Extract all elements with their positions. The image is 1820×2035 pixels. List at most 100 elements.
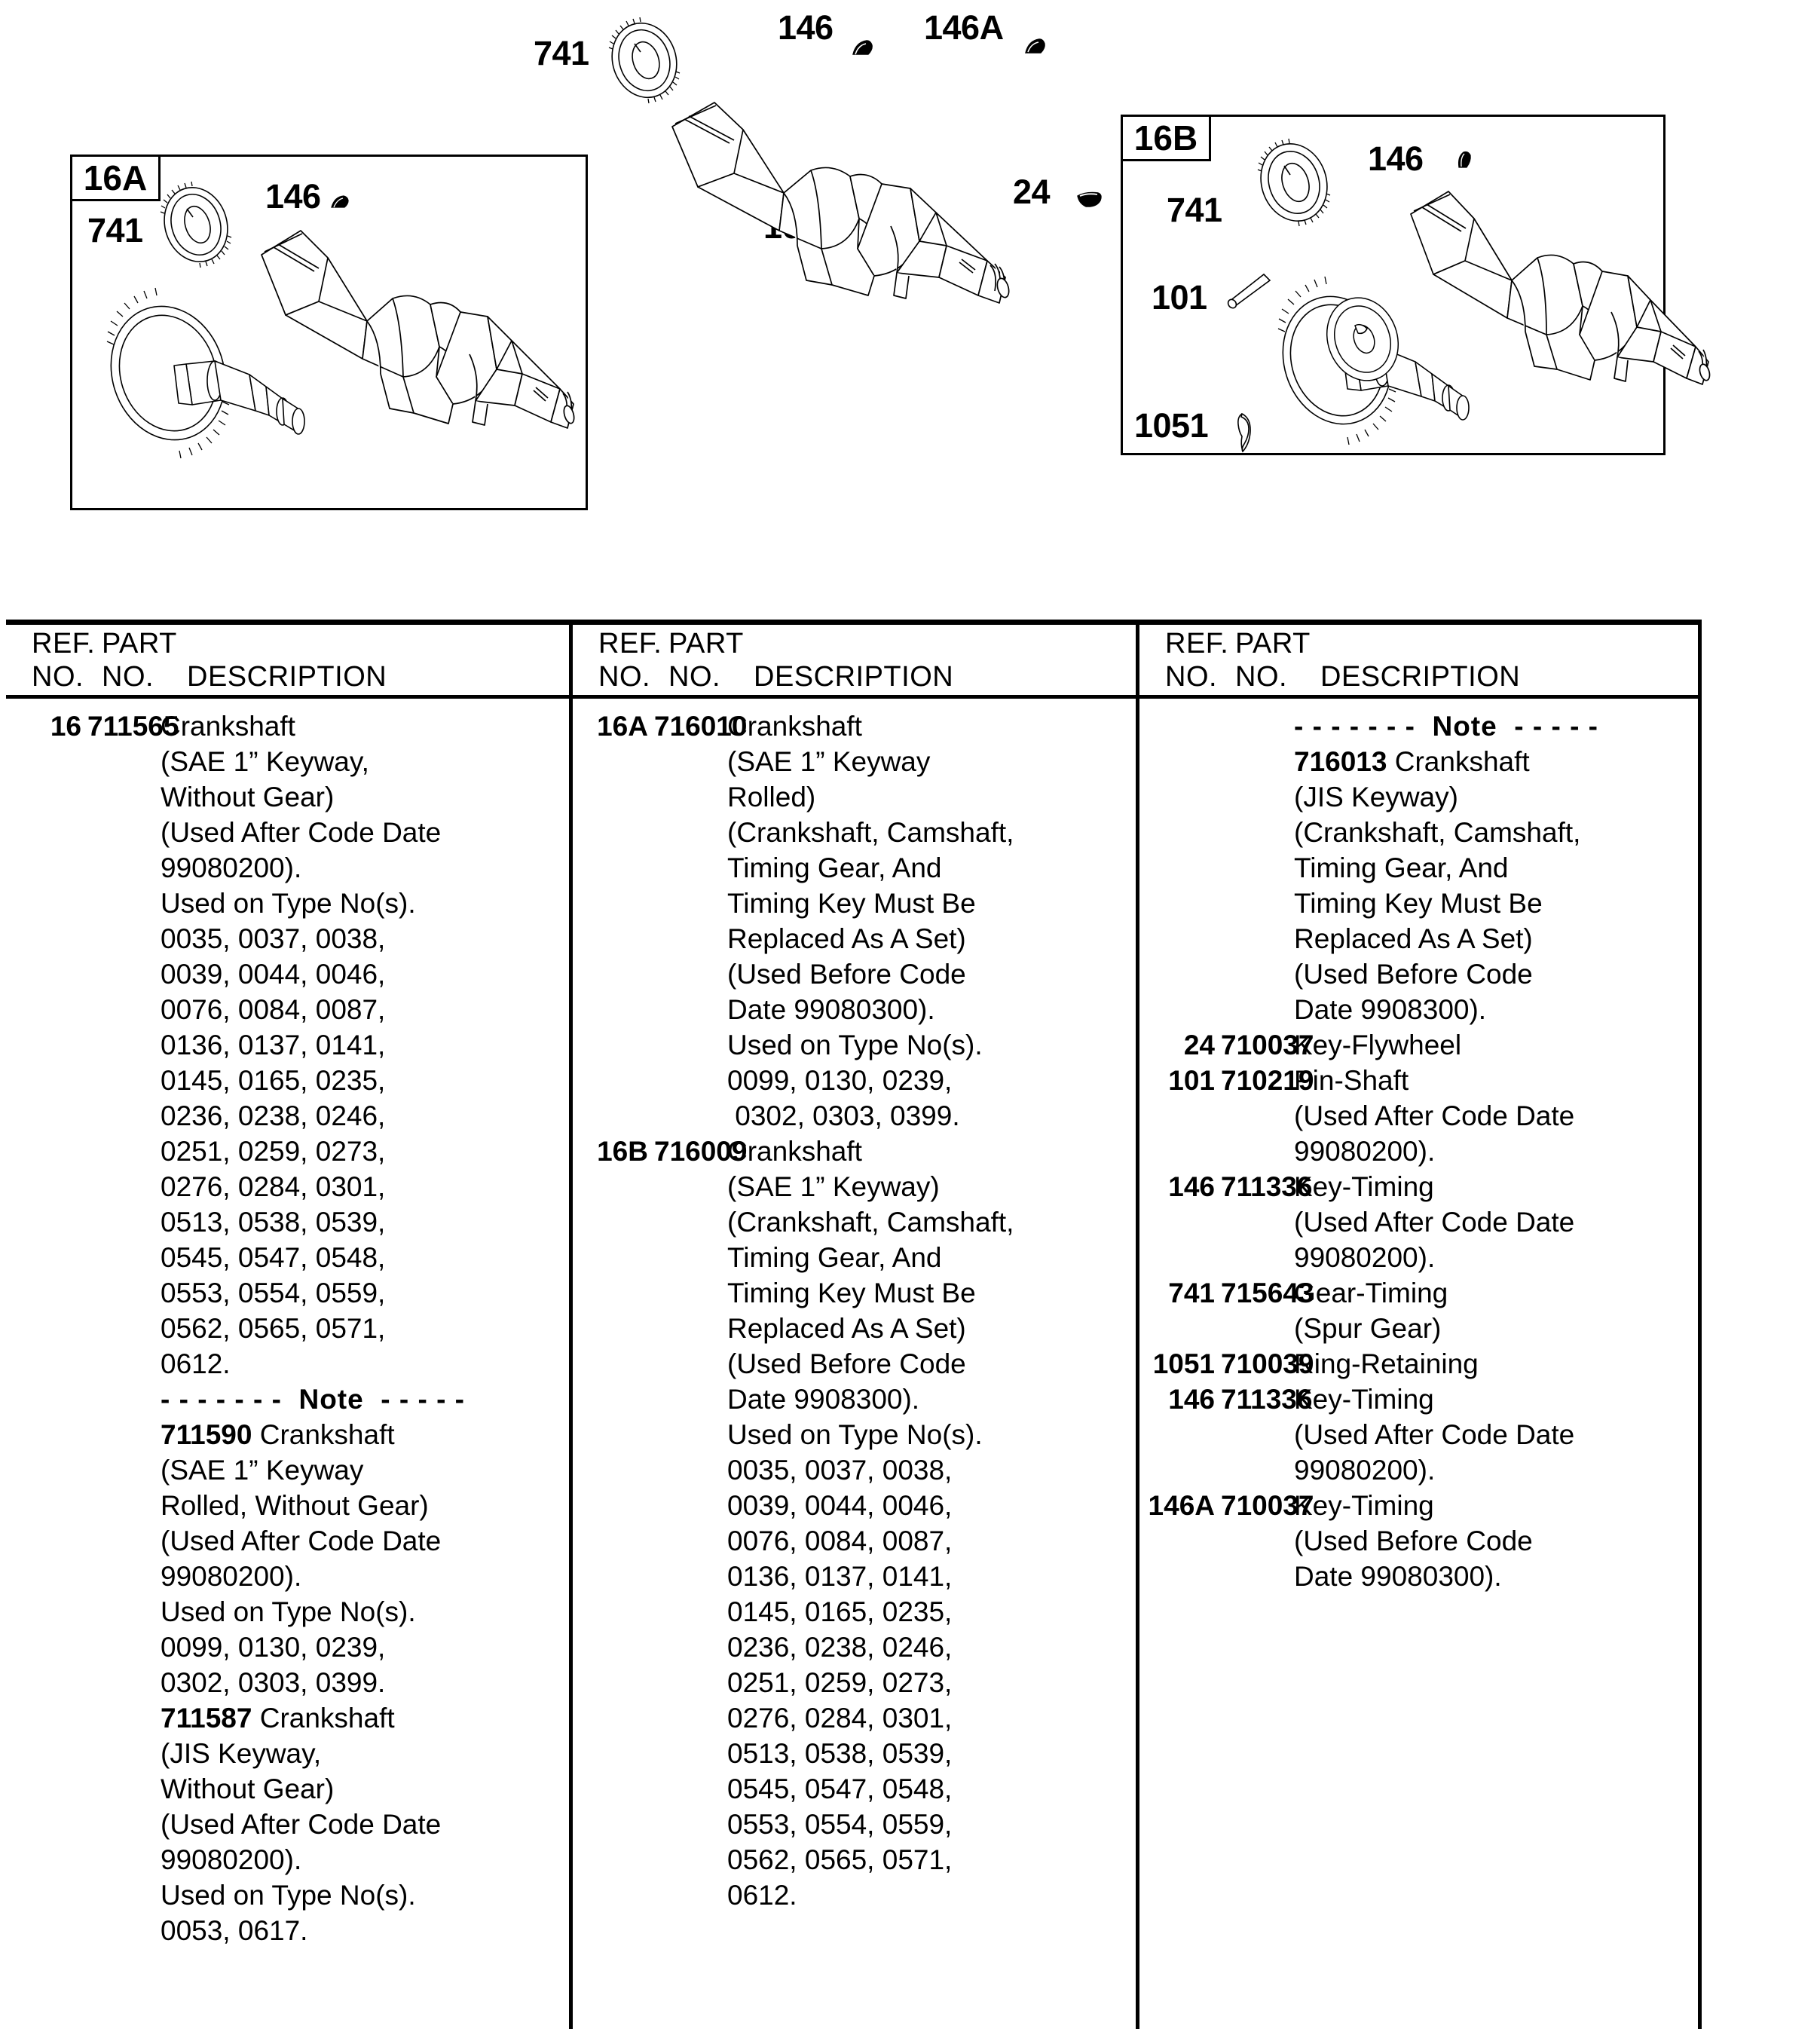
header-ref-no: REF. NO. bbox=[598, 628, 662, 693]
description-line: (Used After Code Date bbox=[1294, 1419, 1575, 1450]
header-part-no: PART NO. bbox=[668, 628, 744, 693]
parts-table: REF. NO. PART NO. DESCRIPTION 16 711565 Cr… bbox=[6, 620, 1702, 2029]
row-description: - - - - - - - Note - - - - - 711590 Crank… bbox=[161, 1382, 569, 1948]
callout-1051-inset16b: 1051 bbox=[1134, 406, 1209, 445]
inset-tag-16a: 16A bbox=[70, 155, 161, 201]
description-line: (Used After Code Date bbox=[161, 817, 442, 848]
callout-146A-center: 146A bbox=[924, 8, 1004, 47]
column-header-3: REF. NO. PART NO. DESCRIPTION bbox=[1139, 626, 1698, 695]
callout-741-center: 741 bbox=[534, 34, 589, 72]
description-line: 0035, 0037, 0038, bbox=[727, 1455, 953, 1486]
description-line: 0145, 0165, 0235, bbox=[161, 1065, 386, 1096]
note-separator: - - - - - - - Note - - - - - bbox=[161, 1384, 465, 1415]
description-line: Crankshaft bbox=[727, 711, 862, 742]
description-line: Key-Timing bbox=[1294, 1171, 1434, 1202]
description-line: 99080200). bbox=[161, 1844, 302, 1875]
description-line: 0136, 0137, 0141, bbox=[727, 1561, 953, 1592]
table-column-2: REF. NO. PART NO. DESCRIPTION 16A 716010 C… bbox=[573, 620, 1136, 2029]
description-line: (Used After Code Date bbox=[161, 1809, 442, 1840]
description-line: (JIS Keyway, bbox=[161, 1738, 322, 1769]
key-146-inset16b-art bbox=[1453, 149, 1474, 172]
description-line: 0236, 0238, 0246, bbox=[161, 1100, 386, 1131]
description-line: 0553, 0554, 0559, bbox=[161, 1278, 386, 1308]
row-part-no: 716010 bbox=[654, 711, 748, 742]
callout-146-inset16a: 146 bbox=[265, 177, 321, 216]
table-column-divider-1 bbox=[569, 620, 573, 2029]
description-line: Timing Key Must Be bbox=[1294, 888, 1543, 919]
header-part-no: PART NO. bbox=[1235, 628, 1311, 693]
column-header-2: REF. NO. PART NO. DESCRIPTION bbox=[573, 626, 1136, 695]
row-description: Crankshaft (SAE 1” Keyway, Without Gear) (U… bbox=[161, 708, 569, 1382]
row-ref-no: 146 bbox=[1168, 1384, 1215, 1415]
crankshaft-16b-art bbox=[1409, 181, 1711, 422]
table-row: 16B 716009 Crankshaft (SAE 1” Keyway) (Crank… bbox=[573, 1134, 1136, 1913]
table-row: 16A 716010 Crankshaft (SAE 1” Keyway Rolled)… bbox=[573, 708, 1136, 1134]
description-line: 99080200). bbox=[1294, 1136, 1436, 1167]
description-line: Rolled, Without Gear) bbox=[161, 1490, 429, 1521]
description-line: 0053, 0617. bbox=[161, 1915, 308, 1946]
header-description: DESCRIPTION bbox=[754, 661, 954, 693]
row-ref-no: 16 bbox=[50, 711, 81, 742]
description-line: 0236, 0238, 0246, bbox=[727, 1632, 953, 1663]
description-line: Date 99080300). bbox=[1294, 1561, 1502, 1592]
description-line: 0035, 0037, 0038, bbox=[161, 923, 386, 954]
description-line: Used on Type No(s). bbox=[727, 1030, 983, 1060]
description-line: 711587 Crankshaft bbox=[161, 1703, 395, 1734]
table-top-rule bbox=[6, 620, 1702, 625]
description-line: Replaced As A Set) bbox=[727, 923, 966, 954]
row-part-no: 710039 bbox=[1221, 1348, 1314, 1379]
inset-box-16a bbox=[70, 155, 588, 510]
table-row: - - - - - - - Note - - - - - 711590 Crank… bbox=[6, 1382, 569, 1948]
description-line: 0076, 0084, 0087, bbox=[727, 1525, 953, 1556]
table-column-3: REF. NO. PART NO. DESCRIPTION - - - - - … bbox=[1139, 620, 1698, 2029]
description-line: Gear-Timing bbox=[1294, 1278, 1448, 1308]
row-description: Key-Flywheel bbox=[1294, 1027, 1698, 1063]
description-line: Used on Type No(s). bbox=[727, 1419, 983, 1450]
description-line: 99080200). bbox=[1294, 1455, 1436, 1486]
description-line: 0513, 0538, 0539, bbox=[161, 1207, 386, 1238]
row-description: - - - - - - - Note - - - - - 716013 Crank… bbox=[1294, 708, 1698, 1027]
inline-part-no: 711590 bbox=[161, 1419, 252, 1450]
table-header-rule bbox=[6, 695, 1702, 699]
description-line: (Used Before Code bbox=[727, 959, 966, 990]
row-description: Key-Timing (Used After Code Date 99080200)… bbox=[1294, 1169, 1698, 1275]
description-line: (Spur Gear) bbox=[1294, 1313, 1442, 1344]
row-ref-no: 741 bbox=[1168, 1278, 1215, 1308]
row-ref-no: 1051 bbox=[1152, 1348, 1215, 1379]
description-line: 0145, 0165, 0235, bbox=[727, 1596, 953, 1627]
row-part-no: 711336 bbox=[1221, 1384, 1313, 1415]
table-row: 146A 710037 Key-Timing (Used Before Code Dat… bbox=[1139, 1488, 1698, 1594]
description-line: 0562, 0565, 0571, bbox=[727, 1844, 953, 1875]
description-line: Crankshaft bbox=[727, 1136, 862, 1167]
row-ref-no: 24 bbox=[1183, 1030, 1215, 1060]
description-line: (JIS Keyway) bbox=[1294, 782, 1458, 812]
description-line: 0251, 0259, 0273, bbox=[727, 1667, 953, 1698]
description-line: 0545, 0547, 0548, bbox=[727, 1773, 953, 1804]
description-line: 0553, 0554, 0559, bbox=[727, 1809, 953, 1840]
note-separator: - - - - - - - Note - - - - - bbox=[1294, 711, 1598, 742]
row-description: Crankshaft (SAE 1” Keyway Rolled) (Cranksha… bbox=[727, 708, 1136, 1134]
row-ref-no: 101 bbox=[1168, 1065, 1215, 1096]
description-line: (SAE 1” Keyway bbox=[727, 746, 931, 777]
row-part-no: 715643 bbox=[1221, 1278, 1314, 1308]
description-line: Timing Key Must Be bbox=[727, 1278, 976, 1308]
description-line: (Crankshaft, Camshaft, bbox=[727, 817, 1014, 848]
description-line: Key-Timing bbox=[1294, 1384, 1434, 1415]
description-line: Date 9908300). bbox=[727, 1384, 920, 1415]
inset-box-16b bbox=[1121, 115, 1666, 455]
description-line: 0099, 0130, 0239, bbox=[727, 1065, 953, 1096]
description-line: 0513, 0538, 0539, bbox=[727, 1738, 953, 1769]
row-ref-no: 16A bbox=[597, 711, 648, 742]
column-2-rows: 16A 716010 Crankshaft (SAE 1” Keyway Rolled)… bbox=[573, 708, 1136, 1913]
description-line: 0276, 0284, 0301, bbox=[161, 1171, 386, 1202]
description-line: 99080200). bbox=[1294, 1242, 1436, 1273]
timing-gear-741-inset16a-art bbox=[154, 181, 237, 268]
description-line: 716013 Crankshaft bbox=[1294, 746, 1530, 777]
camshaft-inset16a-art bbox=[102, 287, 328, 486]
description-line: Replaced As A Set) bbox=[727, 1313, 966, 1344]
description-line: (Used Before Code bbox=[1294, 1525, 1533, 1556]
callout-741-inset16a: 741 bbox=[87, 211, 143, 249]
description-line: 0276, 0284, 0301, bbox=[727, 1703, 953, 1734]
description-line: Used on Type No(s). bbox=[161, 888, 416, 919]
row-ref-no: 146 bbox=[1168, 1171, 1215, 1202]
